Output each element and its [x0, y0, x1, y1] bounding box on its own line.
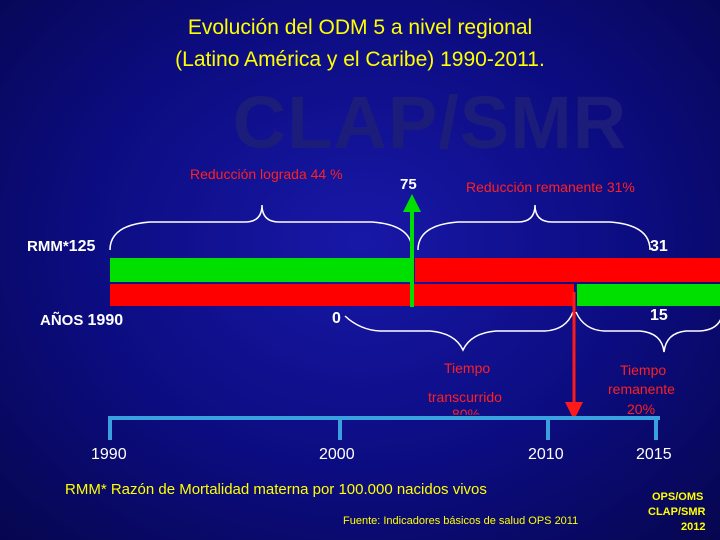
- title-line-1: Evolución del ODM 5 a nivel regional: [187, 16, 533, 39]
- time-remaining-line-2: remanente: [608, 381, 675, 397]
- rmm-label: RMM*: [27, 238, 69, 255]
- rmm-start-value: 125: [68, 238, 96, 255]
- time-elapsed-line-3: 80%: [452, 406, 481, 422]
- years-label: AÑOS: [40, 312, 84, 329]
- brace-achieved: [109, 204, 413, 251]
- timeline-label-2000: 2000: [319, 446, 355, 463]
- green-arrow-head: [403, 194, 421, 212]
- time-elapsed-line-1: Tiempo: [444, 360, 491, 376]
- credit-line-2: CLAP/SMR: [648, 506, 706, 518]
- timeline-label-2015: 2015: [636, 446, 672, 463]
- zero-value: 0: [332, 310, 341, 327]
- time-remaining-line-3: 20%: [627, 401, 656, 417]
- rmm-remaining-bar: [415, 258, 720, 282]
- credit-line-3: 2012: [681, 521, 706, 533]
- years-row-label: AÑOS 1990: [40, 312, 123, 330]
- marker-value-label: 75: [400, 176, 417, 193]
- footnote: RMM* Razón de Mortalidad materna por 100…: [65, 481, 487, 498]
- years-right-value: 15: [650, 307, 668, 324]
- years-start-value: 1990: [87, 312, 124, 329]
- rmm-right-value: 31: [650, 238, 668, 255]
- source-note: Fuente: Indicadores básicos de salud OPS…: [343, 515, 579, 527]
- time-remaining-bar: [577, 284, 720, 306]
- brace-remaining: [417, 204, 651, 251]
- time-remaining-line-1: Tiempo: [620, 362, 667, 378]
- timeline-label-2010: 2010: [528, 446, 564, 463]
- brace-time-remaining: [575, 311, 720, 353]
- rmm-row-label: RMM*125: [27, 238, 95, 256]
- time-elapsed-line-2: transcurrido: [428, 389, 502, 405]
- brace-time-elapsed: [344, 311, 574, 352]
- time-elapsed-bar: [110, 284, 574, 306]
- rmm-achieved-bar: [110, 258, 412, 282]
- reduction-achieved-label: Reducción lograda 44 %: [190, 166, 343, 182]
- watermark: CLAP/SMR: [232, 81, 628, 164]
- title-line-2: (Latino América y el Caribe) 1990-2011.: [175, 48, 545, 71]
- reduction-remaining-label: Reducción remanente 31%: [466, 179, 635, 195]
- timeline-label-1990: 1990: [91, 446, 127, 463]
- red-arrow-head: [565, 402, 583, 420]
- credit-line-1: OPS/OMS: [652, 491, 704, 503]
